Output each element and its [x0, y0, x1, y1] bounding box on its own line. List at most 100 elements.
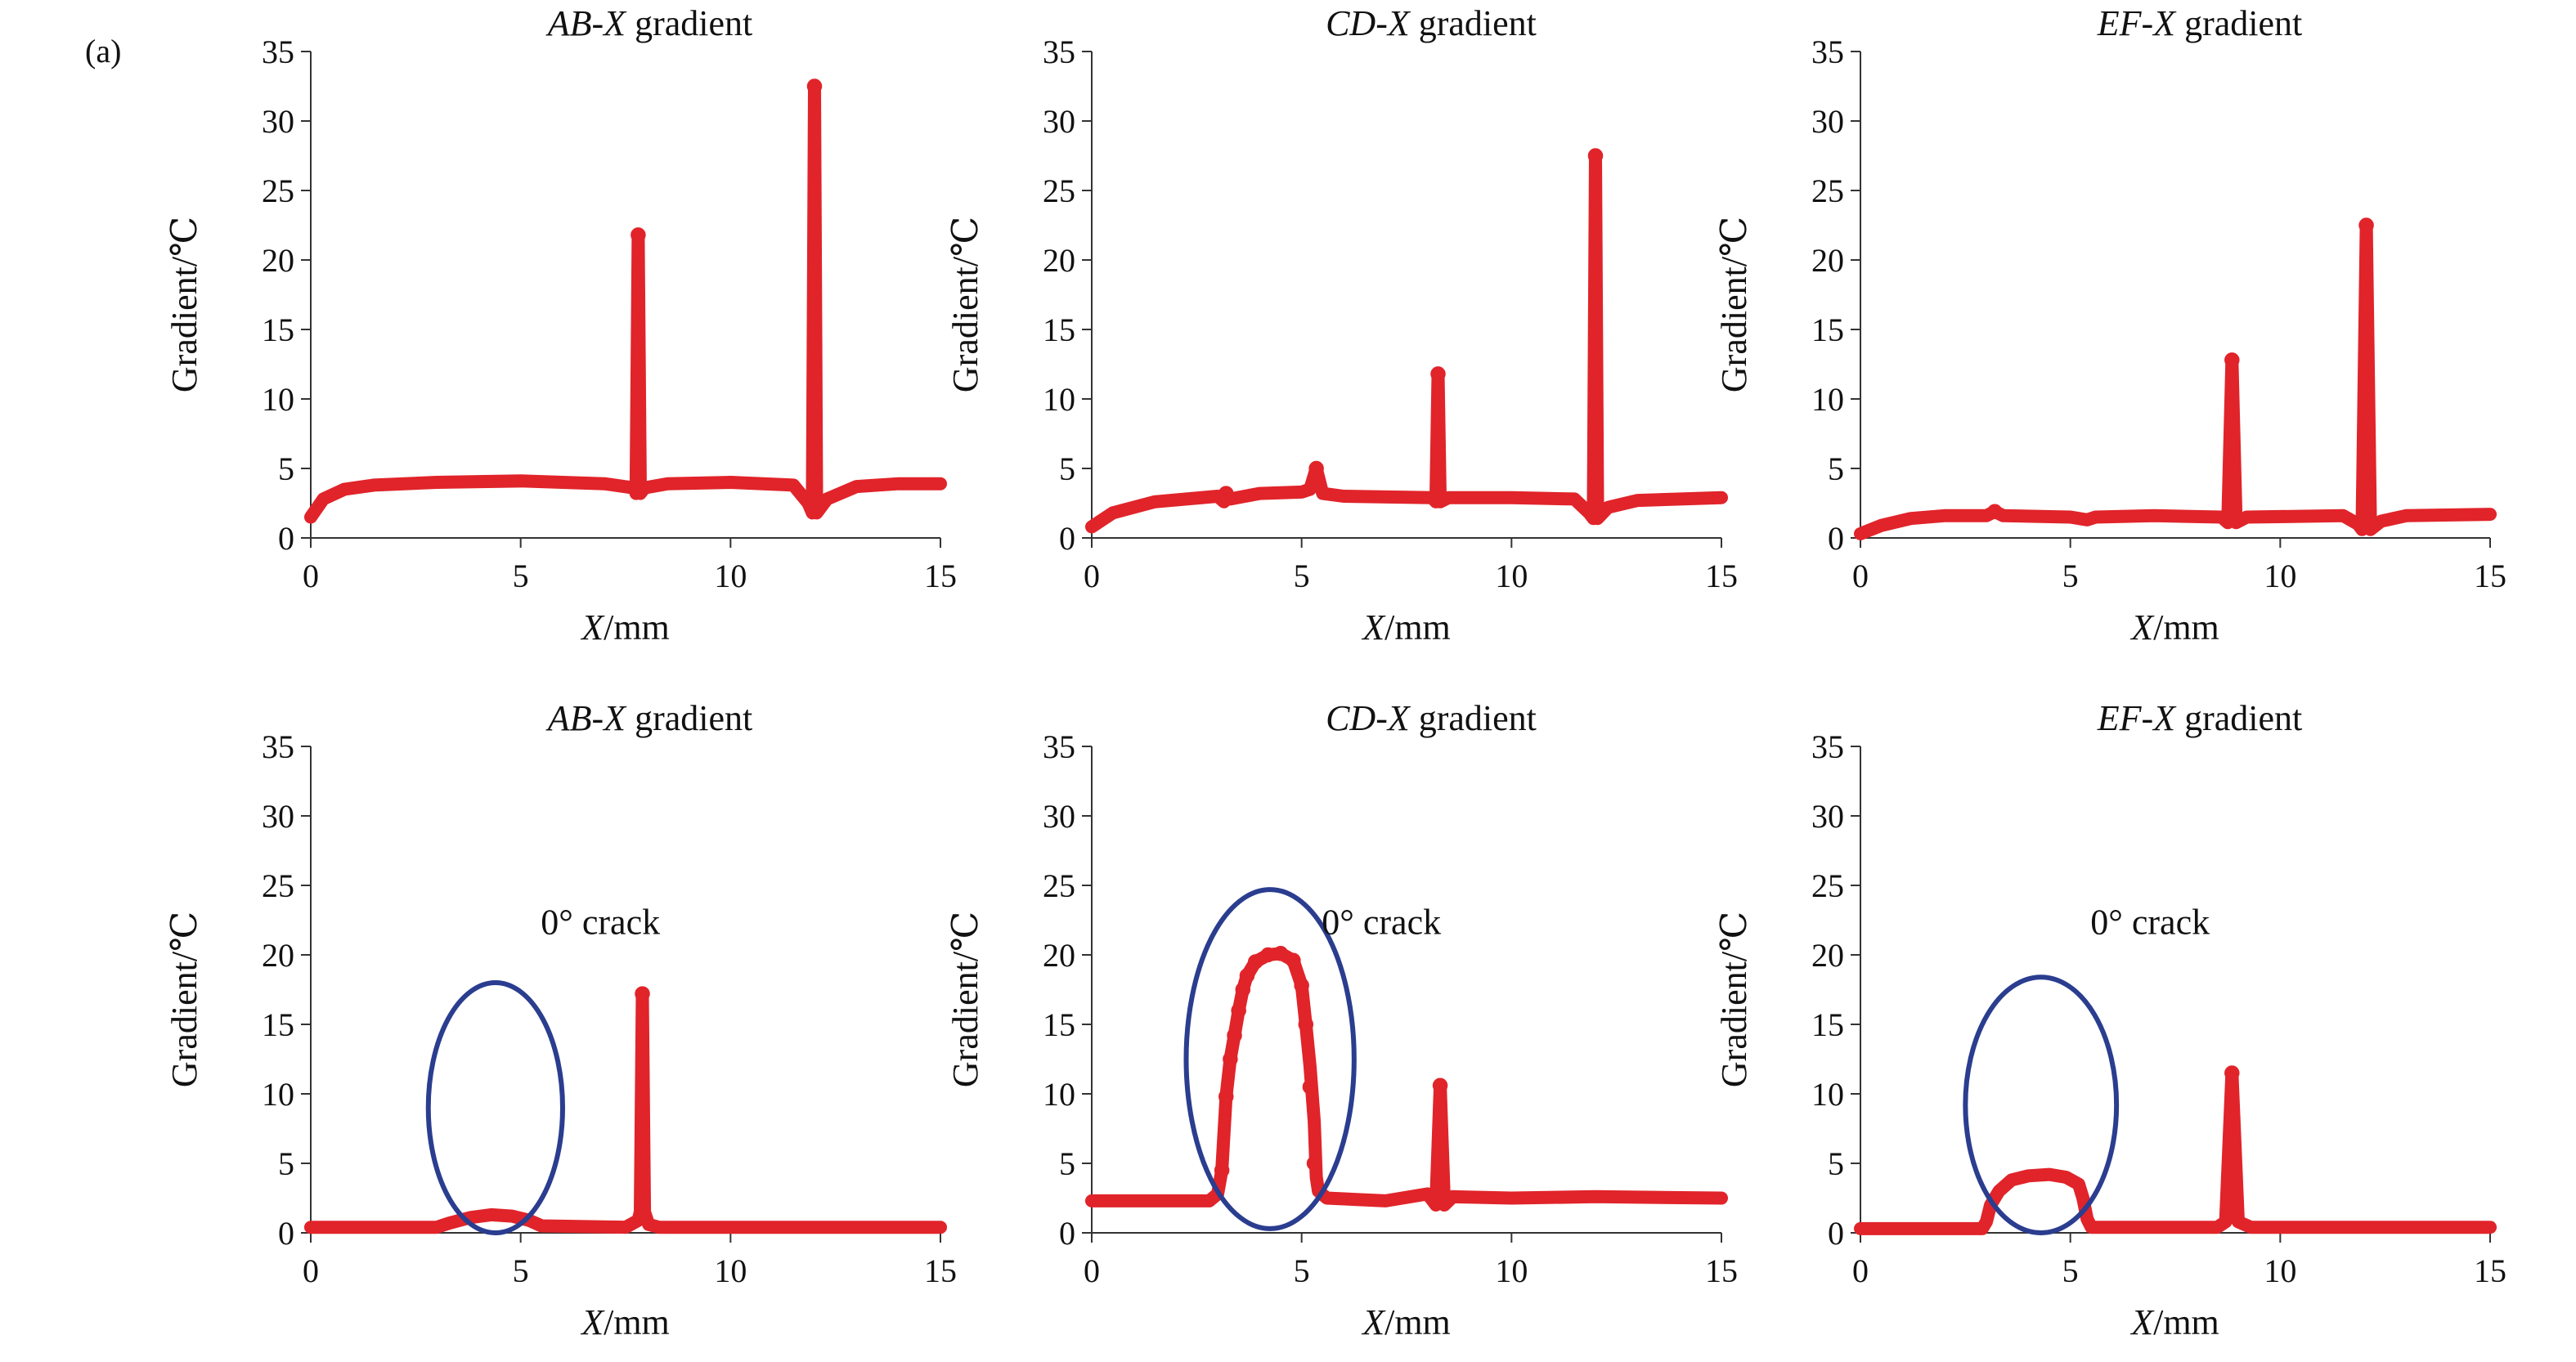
- chart-2-2-xlabel-italic: X: [1361, 1302, 1386, 1342]
- chart-1-3-xlabel: X/mm: [2129, 607, 2219, 647]
- chart-2-1-xtick-label: 15: [924, 1252, 957, 1289]
- chart-2-2-data-point: [1432, 1078, 1448, 1094]
- chart-2-1-annotation: 0° crack: [541, 903, 660, 943]
- chart-2-1-title-rest: gradient: [626, 698, 752, 738]
- chart-1-1-xtick-label: 5: [513, 558, 529, 594]
- chart-1-3-data-point: [2224, 352, 2240, 368]
- chart-1-2-ytick-label: 5: [1059, 450, 1075, 487]
- chart-2-3-ytick-label: 0: [1828, 1215, 1844, 1252]
- chart-1-3-xtick-label: 0: [1852, 558, 1869, 594]
- chart-2-2-ytick-label: 35: [1043, 728, 1075, 765]
- chart-2-2: CD-X gradient 0 5 10 15 20 25 30 35 0 5 10 15 X/mm Gra…: [945, 698, 1738, 1342]
- chart-1-3-ytick-label: 35: [1811, 34, 1844, 70]
- chart-1-2-series-band: [1085, 149, 1728, 534]
- chart-2-3-series-line: [1860, 1073, 2490, 1231]
- chart-1-1-xlabel-rest: /mm: [604, 607, 670, 647]
- chart-2-1-ytick-label: 10: [262, 1076, 294, 1113]
- chart-2-2-data-point: [1235, 982, 1251, 997]
- chart-2-1-title: AB-X gradient: [545, 698, 752, 738]
- chart-1-2-series-line: [1090, 155, 1722, 529]
- chart-1-1-title-rest: gradient: [626, 3, 752, 43]
- chart-1-1-xtick-label: 0: [303, 558, 319, 594]
- chart-2-2-ylabel: Gradient/℃: [945, 912, 985, 1087]
- chart-2-3-xlabel-rest: /mm: [2153, 1302, 2219, 1342]
- chart-1-2-xlabel-rest: /mm: [1384, 607, 1451, 647]
- chart-2-2-ytick-label: 15: [1043, 1006, 1075, 1043]
- chart-1-3-ytick-label: 0: [1828, 520, 1844, 557]
- chart-1-1-ytick-label: 35: [262, 34, 294, 70]
- chart-2-3-title-italic: EF-X: [2097, 698, 2177, 738]
- chart-1-1-xlabel-italic: X: [580, 607, 605, 647]
- chart-2-1-ylabel: Gradient/℃: [164, 912, 204, 1087]
- chart-1-3-ytick-label: 15: [1811, 311, 1844, 348]
- chart-2-2-data-point: [1227, 1028, 1242, 1043]
- chart-1-2-title-italic: CD-X: [1326, 3, 1411, 43]
- chart-2-2-data-point: [1294, 978, 1309, 993]
- chart-2-3-xtick-label: 5: [2062, 1252, 2079, 1289]
- chart-2-1-ytick-label: 20: [262, 937, 294, 974]
- chart-2-3-ytick-label: 5: [1828, 1145, 1844, 1182]
- chart-2-2-ytick-label: 25: [1043, 867, 1075, 904]
- chart-1-1-xlabel: X/mm: [580, 607, 670, 647]
- chart-1-3-ytick-label: 30: [1811, 103, 1844, 140]
- chart-2-1-ytick-label: 15: [262, 1006, 294, 1043]
- chart-1-2-ylabel: Gradient/℃: [945, 217, 985, 392]
- chart-2-1-data-point: [635, 986, 650, 1001]
- chart-1-2-ytick-label: 35: [1043, 34, 1075, 70]
- chart-2-3-xtick-label: 10: [2264, 1252, 2296, 1289]
- chart-2-3-ytick-label: 15: [1811, 1006, 1844, 1043]
- chart-2-2-data-point: [1223, 1051, 1238, 1067]
- figure-label: (a): [85, 33, 121, 69]
- chart-1-3-xtick-label: 15: [2474, 558, 2506, 594]
- chart-1-2-data-point: [1587, 148, 1604, 164]
- chart-2-3-title-rest: gradient: [2175, 698, 2302, 738]
- chart-1-2-xtick-label: 5: [1294, 558, 1310, 594]
- chart-1-1-ytick-label: 25: [262, 172, 294, 209]
- chart-2-3-ytick-label: 10: [1811, 1076, 1844, 1113]
- chart-1-1-data-point: [806, 78, 823, 94]
- chart-2-3-ytick-label: 30: [1811, 798, 1844, 835]
- chart-1-3-xlabel-italic: X: [2129, 607, 2155, 647]
- chart-2-1: AB-X gradient 0 5 10 15 20 25 30 35 0 5 10 15 X/mm Gra…: [164, 698, 957, 1342]
- chart-1-3-xtick-label: 10: [2264, 558, 2296, 594]
- chart-1-3-xtick-label: 5: [2062, 558, 2079, 594]
- chart-1-1-title-italic: AB-X: [545, 3, 627, 43]
- chart-2-3-title: EF-X gradient: [2097, 698, 2302, 738]
- chart-1-2-ytick-label: 15: [1043, 311, 1075, 348]
- chart-1-2-data-point: [1308, 460, 1324, 477]
- chart-1-3-xlabel-rest: /mm: [2153, 607, 2219, 647]
- chart-1-2-ytick-label: 10: [1043, 381, 1075, 418]
- chart-2-3-annotation: 0° crack: [2090, 903, 2210, 943]
- chart-2-3-xtick-label: 0: [1852, 1252, 1869, 1289]
- chart-1-1-ytick-label: 30: [262, 103, 294, 140]
- chart-2-1-ytick-label: 0: [278, 1215, 294, 1252]
- chart-2-1-title-italic: AB-X: [545, 698, 627, 738]
- chart-2-2-data-point: [1286, 952, 1301, 969]
- chart-1-3-ytick-label: 20: [1811, 242, 1844, 279]
- chart-1-2-ytick-label: 30: [1043, 103, 1075, 140]
- chart-1-1-title: AB-X gradient: [545, 3, 752, 43]
- chart-1-3-series-band: [1854, 218, 2497, 540]
- chart-2-2-data-point: [1302, 1079, 1318, 1095]
- chart-2-2-title-italic: CD-X: [1326, 698, 1411, 738]
- chart-2-2-ytick-label: 0: [1059, 1215, 1075, 1252]
- chart-2-3-data-point: [2224, 1065, 2240, 1081]
- chart-2-2-xlabel: X/mm: [1361, 1302, 1451, 1342]
- chart-2-2-data-point: [1218, 1089, 1234, 1104]
- chart-1-2-title: CD-X gradient: [1326, 3, 1537, 43]
- chart-2-3-ylabel: Gradient/℃: [1714, 912, 1754, 1087]
- chart-1-3-title-rest: gradient: [2175, 3, 2302, 43]
- chart-2-3: EF-X gradient 0 5 10 15 20 25 30 35 0 5 10 15 X/mm Gra…: [1714, 698, 2506, 1342]
- chart-1-2-data-point: [1218, 486, 1234, 501]
- chart-2-2-xlabel-rest: /mm: [1384, 1302, 1451, 1342]
- chart-2-2-data-point: [1231, 1002, 1246, 1019]
- chart-2-1-xtick-label: 5: [513, 1252, 529, 1289]
- chart-1-2-xtick-label: 10: [1495, 558, 1528, 594]
- chart-2-3-crack-ellipse: [1963, 974, 2120, 1235]
- chart-2-2-ytick-label: 5: [1059, 1145, 1075, 1182]
- chart-2-2-annotation: 0° crack: [1322, 903, 1441, 943]
- chart-1-1-ylabel: Gradient/℃: [164, 217, 204, 392]
- chart-1-2-data-point: [1430, 366, 1446, 382]
- chart-1-3-title-italic: EF-X: [2097, 3, 2177, 43]
- chart-2-3-xlabel-italic: X: [2129, 1302, 2155, 1342]
